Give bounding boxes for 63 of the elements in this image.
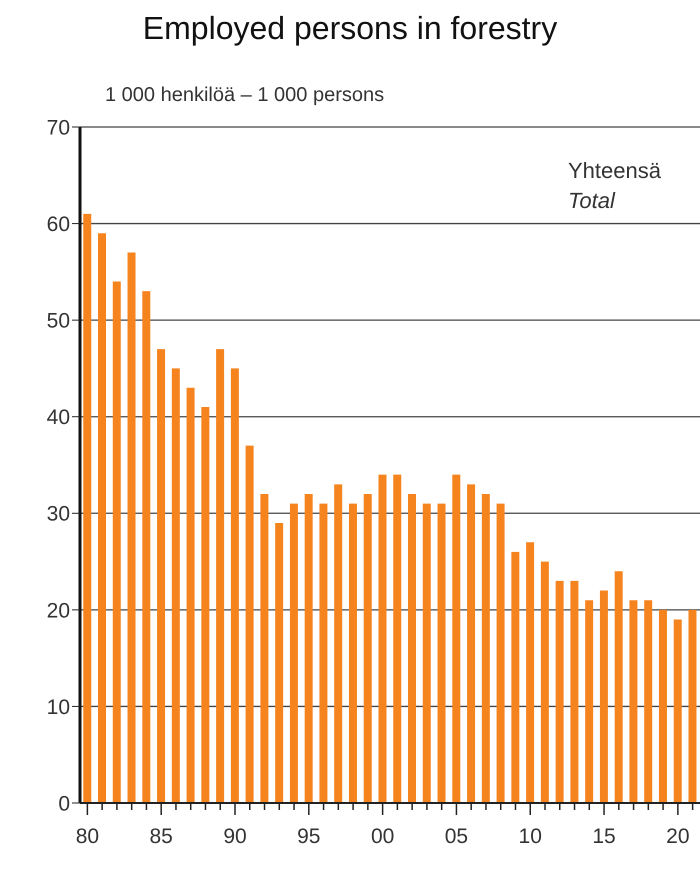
x-tick-label: 15 xyxy=(592,825,616,848)
bar xyxy=(157,349,166,803)
chart-title: Employed persons in forestry xyxy=(142,10,558,47)
bar xyxy=(304,494,313,803)
bar xyxy=(186,388,195,803)
x-tick-label: 10 xyxy=(518,825,542,848)
bar xyxy=(496,504,505,803)
x-tick-label: 90 xyxy=(223,825,247,848)
bar xyxy=(275,522,284,803)
bar xyxy=(260,494,268,803)
x-tick-label: 95 xyxy=(297,825,320,848)
annotation: Total xyxy=(568,188,615,214)
x-tick-label: 80 xyxy=(76,825,100,848)
bar xyxy=(290,504,298,803)
bar xyxy=(540,562,549,803)
bar xyxy=(600,590,608,803)
bar xyxy=(438,504,446,803)
bar xyxy=(216,349,224,803)
bar xyxy=(246,446,254,803)
bar xyxy=(526,542,534,803)
y-tick-label: 30 xyxy=(46,502,70,526)
y-axis-title: 1 000 henkilöä – 1 000 persons xyxy=(105,84,384,107)
bar xyxy=(422,504,431,803)
bar xyxy=(452,474,460,803)
y-tick-label: 20 xyxy=(46,599,70,622)
bar xyxy=(570,580,578,803)
bar xyxy=(230,368,239,803)
bar xyxy=(629,600,638,803)
bar xyxy=(98,233,106,803)
bar xyxy=(644,600,652,803)
bar xyxy=(319,504,328,803)
bar xyxy=(334,484,342,803)
bar xyxy=(585,600,594,803)
bar xyxy=(378,474,386,803)
bar xyxy=(511,552,520,803)
bar xyxy=(201,407,210,803)
bar xyxy=(172,368,180,803)
bar xyxy=(112,282,121,803)
bar xyxy=(83,214,92,803)
y-tick-label: 10 xyxy=(46,696,70,719)
x-tick-label: 00 xyxy=(370,825,394,848)
bar xyxy=(142,291,150,803)
y-tick-label: 40 xyxy=(46,406,70,430)
x-tick-label: 05 xyxy=(444,825,468,848)
bar xyxy=(128,252,136,803)
bar xyxy=(348,504,357,803)
annotation: Yhteensä xyxy=(568,158,661,184)
bar xyxy=(688,610,696,803)
bar xyxy=(614,571,623,803)
x-tick-label: 20 xyxy=(666,825,690,848)
bar xyxy=(658,610,667,803)
bar xyxy=(408,494,416,803)
y-tick-label: 70 xyxy=(46,116,70,140)
y-tick-label: 0 xyxy=(58,792,70,816)
bar xyxy=(467,484,476,803)
bar xyxy=(364,494,372,803)
y-tick-label: 50 xyxy=(46,310,70,333)
bar xyxy=(556,580,564,803)
bar xyxy=(482,494,490,803)
bar xyxy=(393,474,402,803)
y-tick-label: 60 xyxy=(46,213,70,236)
bar xyxy=(674,620,682,803)
x-tick-label: 85 xyxy=(150,825,173,848)
